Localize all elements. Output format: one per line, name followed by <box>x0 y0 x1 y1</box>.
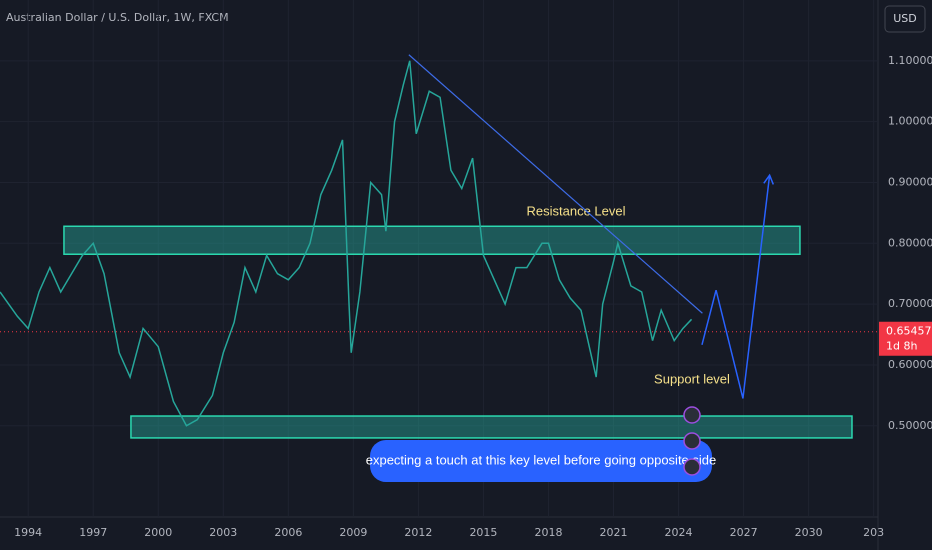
x-tick-label: 2012 <box>404 526 432 539</box>
x-tick-label: 2003 <box>209 526 237 539</box>
x-tick-label: 1997 <box>79 526 107 539</box>
price-line <box>0 60 693 427</box>
x-tick-label: 2009 <box>339 526 367 539</box>
zone-label: Support level <box>654 371 730 386</box>
x-tick-label: 2018 <box>534 526 562 539</box>
y-tick-label: 1.10000 <box>888 54 932 67</box>
countdown-label: 1d 8h <box>886 340 917 353</box>
x-tick-label: 2024 <box>665 526 693 539</box>
event-icon <box>683 406 701 424</box>
x-tick-label: 2027 <box>730 526 758 539</box>
x-tick-label: 2006 <box>274 526 302 539</box>
y-tick-label: 1.00000 <box>888 115 932 128</box>
y-tick-label: 0.70000 <box>888 297 932 310</box>
projection-arrowhead <box>763 173 775 185</box>
last-price-label: 0.65457 <box>886 325 932 338</box>
y-tick-label: 0.90000 <box>888 175 932 188</box>
zone-label: Resistance Level <box>527 203 626 218</box>
callout-bubble <box>370 440 712 482</box>
event-icon <box>683 432 701 450</box>
x-tick-label: 2015 <box>469 526 497 539</box>
y-tick-label: 0.60000 <box>888 358 932 371</box>
currency-label[interactable]: USD <box>893 12 917 25</box>
chart-title: Australian Dollar / U.S. Dollar, 1W, FXC… <box>6 11 229 24</box>
x-tick-label: 2021 <box>600 526 628 539</box>
y-tick-label: 0.50000 <box>888 419 932 432</box>
y-tick-label: 0.80000 <box>888 236 932 249</box>
zone <box>63 225 801 255</box>
zone <box>130 415 853 439</box>
x-tick-label: 1994 <box>14 526 42 539</box>
last-price-badge <box>879 321 932 356</box>
callout-text: expecting a touch at this key level befo… <box>366 452 717 467</box>
x-tick-label: 203 <box>863 526 884 539</box>
currency-button[interactable] <box>884 5 926 33</box>
event-icon <box>683 458 701 476</box>
projection <box>701 175 771 399</box>
x-tick-label: 2030 <box>795 526 823 539</box>
x-tick-label: 2000 <box>144 526 172 539</box>
trendline <box>408 54 703 314</box>
